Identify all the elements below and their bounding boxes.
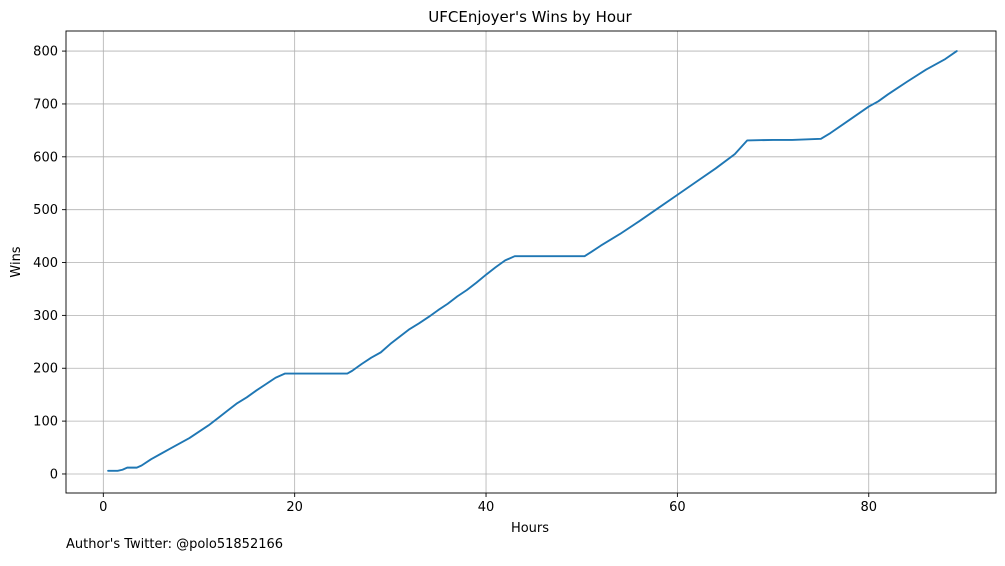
x-tick-label: 0: [99, 500, 107, 515]
y-tick-label: 400: [33, 256, 58, 271]
y-tick-label: 600: [33, 150, 58, 165]
grid-layer: [66, 31, 996, 493]
y-tick-label: 0: [50, 467, 58, 482]
y-tick-label: 200: [33, 362, 58, 377]
series-line: [107, 50, 958, 472]
y-tick-label: 100: [33, 415, 58, 430]
y-tick-label: 300: [33, 309, 58, 324]
author-twitter-note: Author's Twitter: @polo51852166: [66, 537, 284, 552]
chart-title: UFCEnjoyer's Wins by Hour: [428, 8, 632, 26]
x-axis-label: Hours: [511, 521, 549, 536]
x-tick-label: 20: [286, 500, 303, 515]
series-layer: [107, 50, 958, 472]
x-tick-label: 40: [478, 500, 495, 515]
x-tick-label: 80: [860, 500, 877, 515]
x-tick-label: 60: [669, 500, 686, 515]
y-tick-label: 800: [33, 45, 58, 60]
y-tick-label: 500: [33, 203, 58, 218]
y-tick-label: 700: [33, 97, 58, 112]
y-axis-label: Wins: [9, 246, 24, 277]
plot-frame: [65, 30, 997, 494]
